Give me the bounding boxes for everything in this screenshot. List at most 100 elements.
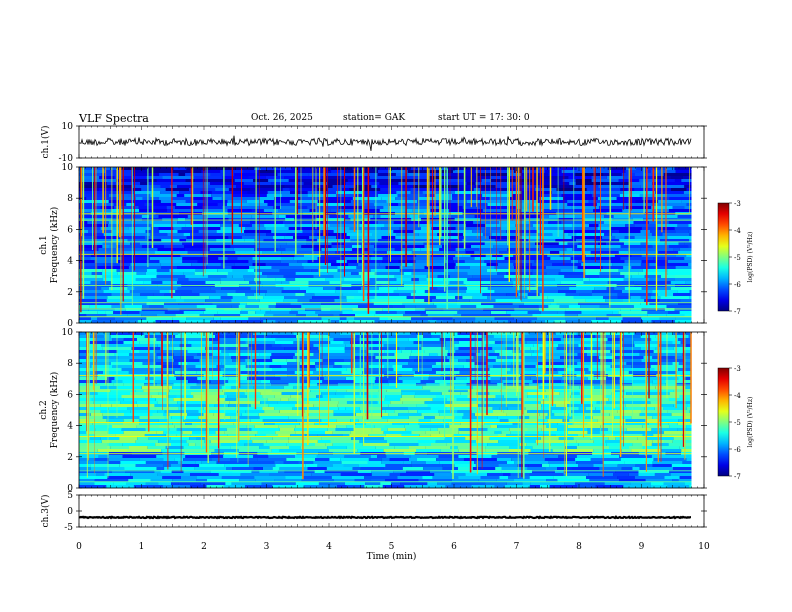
spectrogram-cell bbox=[640, 404, 662, 408]
spectrogram-cell bbox=[388, 170, 408, 174]
spectrogram-cell bbox=[462, 293, 483, 297]
spectrogram-cell bbox=[427, 314, 454, 318]
spectrogram-cell bbox=[651, 320, 675, 324]
spectrogram-cell bbox=[340, 473, 372, 477]
spectrogram-cell bbox=[532, 404, 542, 408]
spectrogram-cell bbox=[217, 269, 233, 273]
spectrogram-cell bbox=[593, 440, 606, 444]
spectrogram-cell bbox=[100, 437, 120, 441]
spectrogram-cell bbox=[301, 479, 334, 483]
spectrogram-cell bbox=[673, 437, 692, 441]
spectrogram-cell bbox=[515, 338, 549, 342]
spectrogram-cell bbox=[518, 293, 528, 297]
spectrogram-cell bbox=[243, 170, 259, 174]
spectrogram-cell bbox=[227, 203, 240, 207]
spectrogram-cell bbox=[630, 296, 641, 300]
spectrogram-cell bbox=[667, 410, 690, 414]
spectrogram-cell bbox=[176, 299, 184, 303]
y-tick-label: 4 bbox=[67, 422, 73, 432]
spectrogram-cell bbox=[335, 287, 361, 291]
spectrogram-cell bbox=[336, 173, 351, 177]
spectrogram-cell bbox=[642, 320, 652, 324]
spectrogram-cell bbox=[247, 311, 256, 315]
spectrogram-cell bbox=[305, 464, 318, 468]
spectrogram-cell bbox=[274, 422, 300, 426]
spectrogram-cell bbox=[416, 356, 447, 360]
spectrogram-cell bbox=[489, 368, 511, 372]
spectrogram-cell bbox=[194, 227, 207, 231]
spectrogram-cell bbox=[371, 470, 394, 474]
spectrogram-cell bbox=[331, 263, 349, 267]
spectrogram-cell bbox=[458, 347, 493, 351]
spectrogram-cell bbox=[473, 221, 499, 225]
spectrogram-cell bbox=[329, 251, 336, 255]
spectrogram-cell bbox=[154, 380, 188, 384]
spectrogram-cell bbox=[467, 272, 498, 276]
spectrogram-cell bbox=[366, 350, 385, 354]
spectrogram-cell bbox=[611, 260, 625, 264]
spectrogram-cell bbox=[346, 296, 354, 300]
spectrogram-cell bbox=[89, 437, 101, 441]
spectrogram-cell bbox=[260, 308, 271, 312]
spectrogram-cell bbox=[79, 245, 103, 249]
spectrogram-cell bbox=[128, 371, 151, 375]
spectrogram-cell bbox=[620, 308, 631, 312]
spectrogram-cell bbox=[122, 443, 156, 447]
spectrogram-cell bbox=[505, 347, 520, 351]
spectrogram-cell bbox=[146, 269, 157, 273]
spectrogram-cell bbox=[161, 239, 180, 243]
spectrogram-cell bbox=[651, 428, 678, 432]
spectrogram-cell bbox=[543, 359, 551, 363]
spectrogram-cell bbox=[162, 476, 181, 480]
spectrogram-cell bbox=[493, 398, 522, 402]
panel-2-spectrogram bbox=[79, 332, 692, 489]
spectrogram-cell bbox=[260, 281, 282, 285]
spectrogram-cell bbox=[314, 293, 343, 297]
spectrogram-cell bbox=[609, 446, 629, 450]
spectrogram-cell bbox=[265, 311, 290, 315]
spectrogram-cell bbox=[556, 347, 587, 351]
spectrogram-cell bbox=[629, 182, 653, 186]
spectrogram-cell bbox=[545, 341, 571, 345]
spectrogram-cell bbox=[684, 482, 692, 486]
spectrogram-cell bbox=[288, 398, 295, 402]
spectrogram-cell bbox=[543, 236, 572, 240]
spectrogram-cell bbox=[315, 209, 331, 213]
spectrogram-cell bbox=[472, 419, 500, 423]
spectrogram-cell bbox=[283, 461, 299, 465]
spectrogram-cell bbox=[423, 335, 432, 339]
spectrogram-cell bbox=[652, 209, 669, 213]
spectrogram-cell bbox=[646, 281, 671, 285]
spectrogram-cell bbox=[179, 239, 186, 243]
spectrogram-cell bbox=[539, 347, 557, 351]
spectrogram-cell bbox=[387, 428, 406, 432]
spectrogram-cell bbox=[402, 242, 424, 246]
spectrogram-cell bbox=[187, 251, 209, 255]
spectrogram-cell bbox=[91, 254, 119, 258]
spectrogram-cell bbox=[659, 350, 685, 354]
spectrogram-cell bbox=[442, 245, 471, 249]
spectrogram-cell bbox=[231, 266, 249, 270]
spectrogram-cell bbox=[333, 338, 360, 342]
spectrogram-cell bbox=[110, 332, 144, 336]
spectrogram-cell bbox=[262, 395, 275, 399]
spectrogram-cell bbox=[557, 479, 590, 483]
spectrogram-cell bbox=[228, 347, 253, 351]
spectrogram-cell bbox=[263, 443, 287, 447]
spectrogram-cell bbox=[323, 215, 330, 219]
spectrogram-cell bbox=[118, 254, 148, 258]
spectrogram-cell bbox=[237, 410, 246, 414]
spectrogram-cell bbox=[443, 419, 473, 423]
spectrogram-cell bbox=[423, 170, 454, 174]
spectrogram-cell bbox=[103, 371, 129, 375]
spectrogram-cell bbox=[462, 296, 473, 300]
spectrogram-cell bbox=[368, 458, 382, 462]
spectrogram-cell bbox=[658, 446, 680, 450]
spectrogram-cell bbox=[625, 179, 640, 183]
spectrogram-cell bbox=[193, 356, 226, 360]
spectrogram-cell bbox=[294, 254, 304, 258]
spectrogram-cell bbox=[377, 194, 398, 198]
spectrogram-cell bbox=[294, 353, 314, 357]
spectrogram-cell bbox=[288, 227, 320, 231]
spectrogram-cell bbox=[574, 209, 585, 213]
